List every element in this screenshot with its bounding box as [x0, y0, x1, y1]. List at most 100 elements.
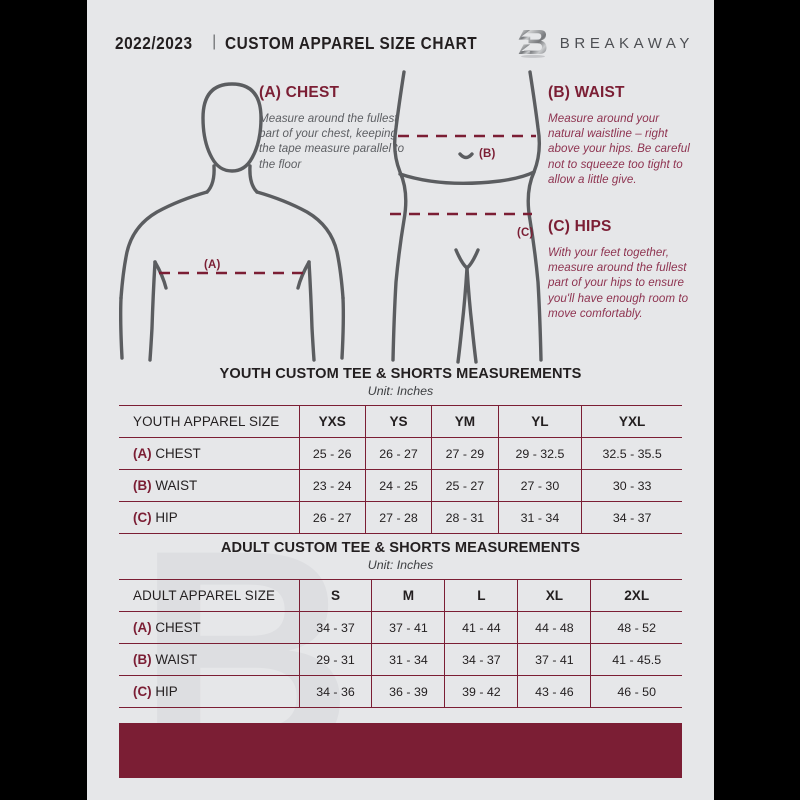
instruction-waist: (B) WAIST Measure around your natural wa…: [548, 84, 693, 187]
row-name: HIP: [155, 684, 178, 699]
instruction-hips: (C) HIPS With your feet together, measur…: [548, 218, 698, 321]
male-torso-front-outline-icon: [118, 66, 349, 371]
youth-size-table: YOUTH APPAREL SIZE YXS YS YM YL YXL (A) …: [119, 405, 682, 534]
page-title: CUSTOM APPAREL SIZE CHART: [225, 32, 478, 53]
table-row: (C) HIP 34 - 36 36 - 39 39 - 42 43 - 46 …: [119, 675, 682, 708]
adult-row-label-waist: (B) WAIST: [119, 643, 300, 676]
adult-hip-xl: 43 - 46: [517, 675, 592, 708]
footer-accent-bar: [119, 723, 682, 778]
adult-col-1: M: [371, 579, 446, 612]
brand-name: BREAKAWAY: [559, 34, 694, 52]
youth-chest-yxl: 32.5 - 35.5: [581, 437, 682, 470]
row-name: CHEST: [155, 620, 201, 635]
adult-chest-l: 41 - 44: [444, 611, 519, 644]
adult-hip-l: 39 - 42: [444, 675, 519, 708]
youth-hip-yxs: 26 - 27: [299, 501, 366, 534]
hips-measure-marker: (C): [517, 227, 534, 239]
row-tag: (C): [133, 510, 152, 525]
adult-chest-xl: 44 - 48: [517, 611, 592, 644]
measurement-figures: (A) (B) (C) (A) CHEST Measure around the…: [87, 66, 714, 366]
youth-col-3: YL: [498, 405, 583, 438]
adult-size-header: ADULT APPAREL SIZE: [119, 579, 300, 612]
adult-col-3: XL: [517, 579, 592, 612]
youth-col-0: YXS: [299, 405, 366, 438]
adult-chest-2xl: 48 - 52: [590, 611, 682, 644]
youth-size-table-block: YOUTH CUSTOM TEE & SHORTS MEASUREMENTS U…: [119, 366, 682, 534]
male-lower-body-front-outline-icon: [382, 68, 552, 369]
adult-waist-l: 34 - 37: [444, 643, 519, 676]
youth-chest-ym: 27 - 29: [431, 437, 499, 470]
adult-waist-2xl: 41 - 45.5: [590, 643, 682, 676]
youth-row-label-waist: (B) WAIST: [119, 469, 300, 502]
table-row: (B) WAIST 23 - 24 24 - 25 25 - 27 27 - 3…: [119, 469, 682, 502]
waist-measure-marker: (B): [479, 148, 496, 160]
row-name: HIP: [155, 510, 178, 525]
youth-table-title: YOUTH CUSTOM TEE & SHORTS MEASUREMENTS: [219, 366, 582, 382]
youth-waist-yxl: 30 - 33: [581, 469, 682, 502]
table-row: (B) WAIST 29 - 31 31 - 34 34 - 37 37 - 4…: [119, 643, 682, 676]
adult-waist-m: 31 - 34: [371, 643, 446, 676]
chest-measure-marker: (A): [204, 259, 221, 271]
breakaway-b-logo-icon: [518, 26, 548, 60]
youth-chest-ys: 26 - 27: [365, 437, 433, 470]
adult-hip-2xl: 46 - 50: [590, 675, 682, 708]
instruction-chest-heading: (A) CHEST: [259, 84, 340, 101]
youth-waist-yxs: 23 - 24: [299, 469, 366, 502]
size-chart-page: B 2022/2023 | CUSTOM APPAREL SIZE CHART: [87, 0, 714, 800]
instruction-chest-body: Measure around the fullest part of your …: [259, 112, 405, 171]
youth-hip-ys: 27 - 28: [365, 501, 433, 534]
adult-col-0: S: [299, 579, 373, 612]
instruction-hips-heading: (C) HIPS: [548, 218, 612, 235]
youth-hip-yl: 31 - 34: [498, 501, 583, 534]
table-header-row: YOUTH APPAREL SIZE YXS YS YM YL YXL: [119, 405, 682, 438]
header-separator: |: [212, 33, 217, 50]
row-name: WAIST: [155, 478, 198, 493]
instruction-chest: (A) CHEST Measure around the fullest par…: [259, 84, 409, 172]
adult-col-4: 2XL: [590, 579, 682, 612]
table-header-row: ADULT APPAREL SIZE S M L XL 2XL: [119, 579, 682, 612]
adult-size-table: ADULT APPAREL SIZE S M L XL 2XL (A) CHES…: [119, 579, 682, 708]
adult-chest-s: 34 - 37: [299, 611, 373, 644]
youth-waist-ym: 25 - 27: [431, 469, 499, 502]
row-name: WAIST: [155, 652, 198, 667]
row-tag: (B): [133, 652, 152, 667]
table-row: (C) HIP 26 - 27 27 - 28 28 - 31 31 - 34 …: [119, 501, 682, 534]
youth-table-unit: Unit: Inches: [367, 384, 434, 398]
youth-col-4: YXL: [581, 405, 682, 438]
youth-row-label-hip: (C) HIP: [119, 501, 300, 534]
row-tag: (A): [133, 446, 152, 461]
adult-hip-s: 34 - 36: [299, 675, 373, 708]
adult-col-2: L: [444, 579, 519, 612]
adult-row-label-hip: (C) HIP: [119, 675, 300, 708]
row-tag: (B): [133, 478, 152, 493]
adult-row-label-chest: (A) CHEST: [119, 611, 300, 644]
adult-waist-xl: 37 - 41: [517, 643, 592, 676]
row-name: CHEST: [155, 446, 201, 461]
adult-size-table-block: ADULT CUSTOM TEE & SHORTS MEASUREMENTS U…: [119, 540, 682, 708]
youth-waist-yl: 27 - 30: [498, 469, 583, 502]
instruction-waist-body: Measure around your natural waistline – …: [548, 112, 690, 186]
header-title-block: 2022/2023 | CUSTOM APPAREL SIZE CHART: [115, 33, 518, 54]
youth-col-1: YS: [365, 405, 433, 438]
youth-chest-yxs: 25 - 26: [299, 437, 366, 470]
youth-hip-yxl: 34 - 37: [581, 501, 682, 534]
instruction-hips-body: With your feet together, measure around …: [548, 246, 689, 320]
brand-lockup: BREAKAWAY: [518, 26, 694, 60]
youth-row-label-chest: (A) CHEST: [119, 437, 300, 470]
youth-waist-ys: 24 - 25: [365, 469, 433, 502]
table-row: (A) CHEST 34 - 37 37 - 41 41 - 44 44 - 4…: [119, 611, 682, 644]
adult-hip-m: 36 - 39: [371, 675, 446, 708]
youth-hip-ym: 28 - 31: [431, 501, 499, 534]
instruction-waist-heading: (B) WAIST: [548, 84, 625, 101]
header-year: 2022/2023: [115, 32, 193, 53]
adult-table-unit: Unit: Inches: [367, 558, 434, 572]
adult-waist-s: 29 - 31: [299, 643, 373, 676]
youth-size-header: YOUTH APPAREL SIZE: [119, 405, 300, 438]
youth-col-2: YM: [431, 405, 499, 438]
row-tag: (C): [133, 684, 152, 699]
page-header: 2022/2023 | CUSTOM APPAREL SIZE CHART: [87, 26, 714, 60]
row-tag: (A): [133, 620, 152, 635]
table-row: (A) CHEST 25 - 26 26 - 27 27 - 29 29 - 3…: [119, 437, 682, 470]
adult-table-title: ADULT CUSTOM TEE & SHORTS MEASUREMENTS: [220, 540, 581, 556]
